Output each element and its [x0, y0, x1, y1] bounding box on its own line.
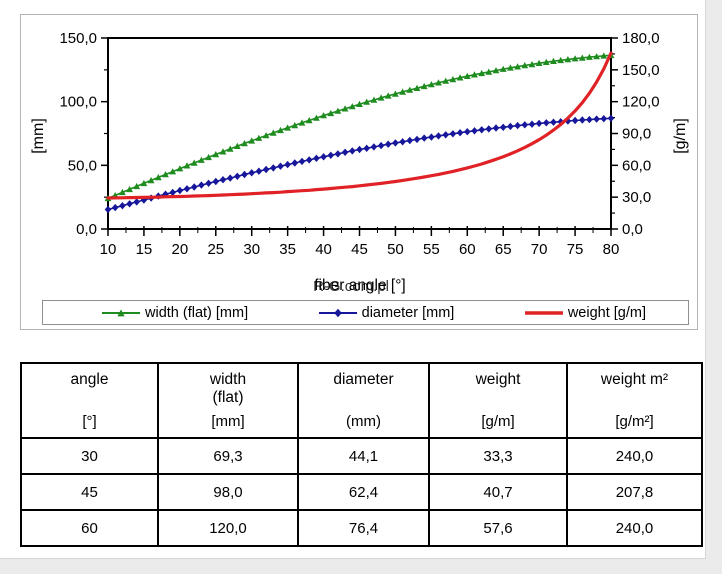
- svg-text:0,0: 0,0: [622, 221, 643, 238]
- svg-text:30,0: 30,0: [622, 189, 651, 206]
- svg-text:100,0: 100,0: [59, 94, 97, 111]
- svg-text:60,0: 60,0: [622, 157, 651, 174]
- header-width-unit: [mm]: [211, 413, 245, 430]
- diameter-series-swatch-icon: [318, 308, 357, 317]
- svg-text:75: 75: [567, 241, 584, 258]
- table-header-width: width (flat) [mm]: [157, 362, 299, 439]
- cell-weight-m2: 207,8: [566, 473, 703, 511]
- legend-item-diameter: diameter [mm]: [318, 304, 455, 321]
- cell-width: 98,0: [157, 473, 299, 511]
- width-series-swatch-icon: [102, 308, 140, 316]
- cell-diameter: 44,1: [297, 437, 430, 475]
- legend-label-weight: weight [g/m]: [567, 304, 646, 321]
- svg-text:10: 10: [100, 241, 117, 258]
- data-table: angle [°] width (flat) [mm] diameter: [20, 362, 703, 547]
- svg-text:35: 35: [279, 241, 296, 258]
- header-weight-m2-unit: [g/m²]: [615, 413, 654, 430]
- cell-weight-m2: 240,0: [566, 509, 703, 547]
- table-header-diameter: diameter (mm): [297, 362, 430, 439]
- chart-legend: width (flat) [mm] diameter [mm] weight […: [42, 300, 689, 325]
- svg-text:65: 65: [495, 241, 512, 258]
- legend-label-diameter: diameter [mm]: [361, 304, 455, 321]
- svg-text:25: 25: [207, 241, 224, 258]
- page-content: 0,0 50,0 100,0 150,0 0,0 30,0 60,0 90,0 120,0 150…: [0, 0, 706, 559]
- header-angle-name: angle: [70, 371, 109, 388]
- svg-text:80: 80: [603, 241, 620, 258]
- table-header-row: angle [°] width (flat) [mm] diameter: [20, 362, 703, 439]
- svg-text:40: 40: [315, 241, 332, 258]
- header-weight-m2-name: weight m²: [600, 371, 669, 388]
- header-weight-unit: [g/m]: [481, 413, 515, 430]
- svg-text:90,0: 90,0: [622, 126, 651, 143]
- chart-canvas: 0,0 50,0 100,0 150,0 0,0 30,0 60,0 90,0 120,0 150…: [30, 30, 689, 295]
- table-row: 30 69,3 44,1 33,3 240,0: [20, 437, 703, 475]
- cell-weight: 40,7: [428, 473, 568, 511]
- svg-text:60: 60: [459, 241, 476, 258]
- svg-text:180,0: 180,0: [622, 30, 660, 47]
- svg-text:0,0: 0,0: [76, 221, 97, 238]
- header-diameter-unit: (mm): [346, 413, 381, 430]
- cell-width: 69,3: [157, 437, 299, 475]
- header-angle-unit: [°]: [82, 413, 97, 430]
- legend-item-width: width (flat) [mm]: [101, 305, 248, 321]
- table-row: 45 98,0 62,4 40,7 207,8: [20, 473, 703, 511]
- svg-text:50,0: 50,0: [68, 157, 97, 174]
- chart-figure: 0,0 50,0 100,0 150,0 0,0 30,0 60,0 90,0 120,0 150…: [20, 14, 698, 330]
- svg-text:fiber angle [°]: fiber angle [°]: [314, 277, 406, 294]
- legend-label-width: width (flat) [mm]: [145, 304, 249, 321]
- cell-diameter: 62,4: [297, 473, 430, 511]
- cell-angle: 60: [20, 509, 159, 547]
- cell-angle: 45: [20, 473, 159, 511]
- svg-text:150,0: 150,0: [622, 62, 660, 79]
- table-header-weight: weight [g/m]: [428, 362, 568, 439]
- table-header-angle: angle [°]: [20, 362, 159, 439]
- svg-text:55: 55: [423, 241, 440, 258]
- svg-text:70: 70: [531, 241, 548, 258]
- svg-text:50: 50: [387, 241, 404, 258]
- header-width-name: width: [209, 371, 247, 388]
- svg-text:[mm]: [mm]: [30, 118, 47, 154]
- svg-text:[g/m]: [g/m]: [672, 118, 689, 154]
- header-width-name2: (flat): [212, 389, 244, 406]
- table-header-weight-m2: weight m² [g/m²]: [566, 362, 703, 439]
- svg-text:15: 15: [136, 241, 153, 258]
- cell-weight: 33,3: [428, 437, 568, 475]
- legend-item-weight: weight [g/m]: [524, 305, 646, 321]
- svg-text:150,0: 150,0: [59, 30, 97, 47]
- svg-text:30: 30: [243, 241, 260, 258]
- cell-width: 120,0: [157, 509, 299, 547]
- header-weight-name: weight: [475, 371, 521, 388]
- cell-diameter: 76,4: [297, 509, 430, 547]
- svg-text:R-G.com.pl: R-G.com.pl: [313, 278, 389, 295]
- svg-text:20: 20: [172, 241, 189, 258]
- weight-series-swatch-icon: [524, 310, 563, 315]
- cell-weight: 57,6: [428, 509, 568, 547]
- header-diameter-name: diameter: [333, 371, 394, 388]
- cell-angle: 30: [20, 437, 159, 475]
- svg-text:120,0: 120,0: [622, 94, 660, 111]
- table-row: 60 120,0 76,4 57,6 240,0: [20, 509, 703, 547]
- cell-weight-m2: 240,0: [566, 437, 703, 475]
- svg-text:45: 45: [351, 241, 368, 258]
